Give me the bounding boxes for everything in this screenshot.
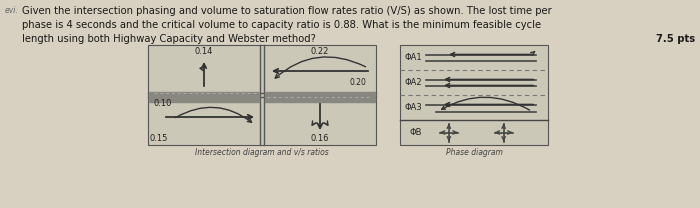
Text: Phase diagram: Phase diagram: [446, 148, 503, 157]
Text: ΦA2: ΦA2: [405, 78, 422, 87]
Text: length using both Highway Capacity and Webster method?: length using both Highway Capacity and W…: [22, 34, 316, 44]
Text: ΦB: ΦB: [410, 128, 422, 137]
Text: ΦA3: ΦA3: [405, 103, 422, 112]
Text: 0.22: 0.22: [311, 47, 329, 56]
Text: 0.16: 0.16: [311, 134, 329, 143]
Bar: [149, 92, 259, 102]
Text: 7.5 pts: 7.5 pts: [656, 34, 695, 44]
Bar: [265, 92, 375, 102]
Text: 0.14: 0.14: [195, 47, 214, 56]
Text: 0.15: 0.15: [150, 134, 169, 143]
Text: 0.20: 0.20: [349, 78, 366, 87]
Text: Intersection diagram and v/s ratios: Intersection diagram and v/s ratios: [195, 148, 329, 157]
Text: phase is 4 seconds and the critical volume to capacity ratio is 0.88. What is th: phase is 4 seconds and the critical volu…: [22, 20, 541, 30]
Text: 0.10: 0.10: [153, 99, 172, 108]
Bar: [400, 45, 548, 145]
Text: Given the intersection phasing and volume to saturation flow rates ratio (V/S) a: Given the intersection phasing and volum…: [22, 6, 552, 16]
Text: ΦA1: ΦA1: [405, 53, 422, 62]
Text: evi.: evi.: [5, 6, 19, 15]
Bar: [148, 45, 376, 145]
